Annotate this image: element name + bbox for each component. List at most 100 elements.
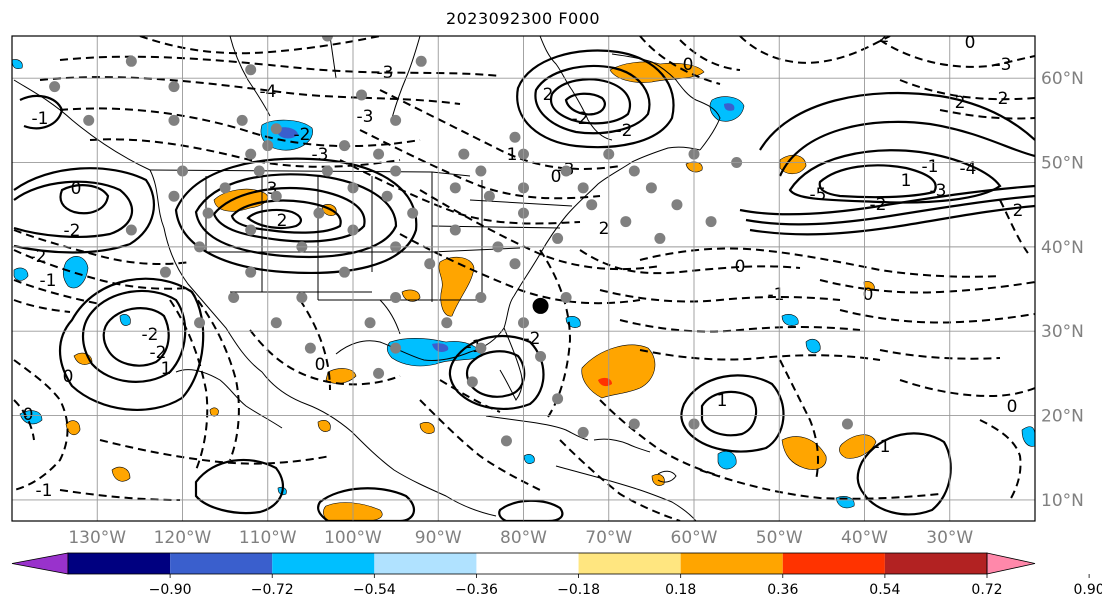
contour-label: -3 <box>377 63 394 83</box>
station-marker <box>415 55 427 67</box>
coastlines <box>13 36 721 521</box>
station-marker <box>577 182 589 194</box>
station-marker <box>449 224 461 236</box>
station-marker <box>313 207 325 219</box>
latitude-label: 30°N <box>1041 322 1084 342</box>
station-marker <box>253 165 265 177</box>
station-marker <box>586 199 598 211</box>
station-marker <box>168 114 180 126</box>
contour-label: -2 <box>30 247 47 267</box>
station-marker <box>671 199 683 211</box>
map-frame <box>11 35 1036 522</box>
contour-label: 2 <box>955 93 966 113</box>
station-marker <box>373 367 385 379</box>
station-marker <box>509 258 521 270</box>
negative-contours <box>13 36 1035 521</box>
contour-label: -2 <box>294 125 311 145</box>
latitude-label: 10°N <box>1041 491 1084 511</box>
colorbar-tick-label: −0.72 <box>251 582 294 598</box>
station-marker <box>296 291 308 303</box>
station-marker <box>125 224 137 236</box>
station-marker <box>125 55 137 67</box>
station-marker <box>321 36 333 42</box>
station-marker <box>219 182 231 194</box>
contour-label: -2 <box>142 325 159 345</box>
contour-label: 2 <box>599 219 610 239</box>
station-marker <box>560 291 572 303</box>
station-marker <box>620 216 632 228</box>
station-marker <box>407 207 419 219</box>
contour-label: -1 <box>922 157 939 177</box>
latitude-label: 50°N <box>1041 154 1084 174</box>
station-marker <box>500 435 512 447</box>
colorbar-frame <box>67 552 988 575</box>
station-marker <box>509 131 521 143</box>
contour-label: 1 <box>507 145 518 165</box>
station-marker <box>645 182 657 194</box>
station-marker <box>194 317 206 329</box>
colorbar-segment <box>578 553 681 574</box>
station-marker <box>270 190 282 202</box>
contour-label: -4 <box>960 159 977 179</box>
station-marker <box>390 165 402 177</box>
station-marker <box>168 81 180 93</box>
station-marker <box>321 165 333 177</box>
colorbar-tick-label: −0.18 <box>557 582 600 598</box>
contour-label: 0 <box>965 33 976 53</box>
colorbar-segment <box>68 553 171 574</box>
contour-label: -1 <box>874 437 891 457</box>
station-marker <box>159 266 171 278</box>
station-marker <box>245 148 257 160</box>
longitude-label: 110°W <box>239 528 297 548</box>
contour-label: 1 <box>161 359 172 379</box>
station-marker <box>202 207 214 219</box>
station-marker <box>466 376 478 388</box>
station-marker <box>338 140 350 152</box>
station-marker <box>373 148 385 160</box>
station-marker <box>577 426 589 438</box>
contour-label: -1 <box>768 285 785 305</box>
longitude-label: 130°W <box>68 528 126 548</box>
station-marker <box>228 291 240 303</box>
station-marker <box>449 182 461 194</box>
latitude-label: 60°N <box>1041 69 1084 89</box>
station-marker <box>458 148 470 160</box>
station-marker <box>628 165 640 177</box>
station-marker <box>390 114 402 126</box>
latitude-labels: 60°N 50°N 40°N 30°N 20°N 10°N <box>1041 69 1084 511</box>
contour-label: 3 <box>267 179 278 199</box>
station-marker <box>304 342 316 354</box>
station-marker <box>705 216 717 228</box>
highlight-station-marker[interactable] <box>532 297 549 314</box>
contour-label: -2 <box>870 195 887 215</box>
station-marker <box>245 266 257 278</box>
map-title: 2023092300 F000 <box>445 9 601 28</box>
station-marker <box>552 232 564 244</box>
station-marker <box>552 393 564 405</box>
station-marker <box>83 114 95 126</box>
contour-label: 0 <box>551 167 562 187</box>
station-marker <box>338 266 350 278</box>
contour-label: -2 <box>64 221 81 241</box>
contour-label: -3 <box>312 145 329 165</box>
station-marker <box>245 64 257 76</box>
contour-labels: -3-4-3-2-3322-2-31-2020-3-22-11-5-4-3-22… <box>23 33 1024 501</box>
colorbar-tick-label: 0.36 <box>767 582 798 598</box>
contour-label: 0 <box>23 405 34 425</box>
contour-label: 2 <box>277 211 288 231</box>
contour-label: 2 <box>543 85 554 105</box>
station-marker <box>654 232 666 244</box>
colorbar-segment <box>884 553 987 574</box>
colorbar: −0.90 −0.72 −0.54 −0.36 −0.18 0.18 0.36 0.54 0.7… <box>11 552 1102 598</box>
station-marker <box>390 291 402 303</box>
station-marker <box>475 165 487 177</box>
station-marker <box>49 81 61 93</box>
contour-label: -3 <box>995 55 1012 75</box>
contour-label: -1 <box>40 271 57 291</box>
contour-label: -1 <box>32 109 49 129</box>
longitude-label: 60°W <box>671 528 718 548</box>
contour-label: 0 <box>315 355 326 375</box>
contour-label: 0 <box>863 285 874 305</box>
station-marker <box>270 123 282 135</box>
colorbar-segment <box>680 553 783 574</box>
